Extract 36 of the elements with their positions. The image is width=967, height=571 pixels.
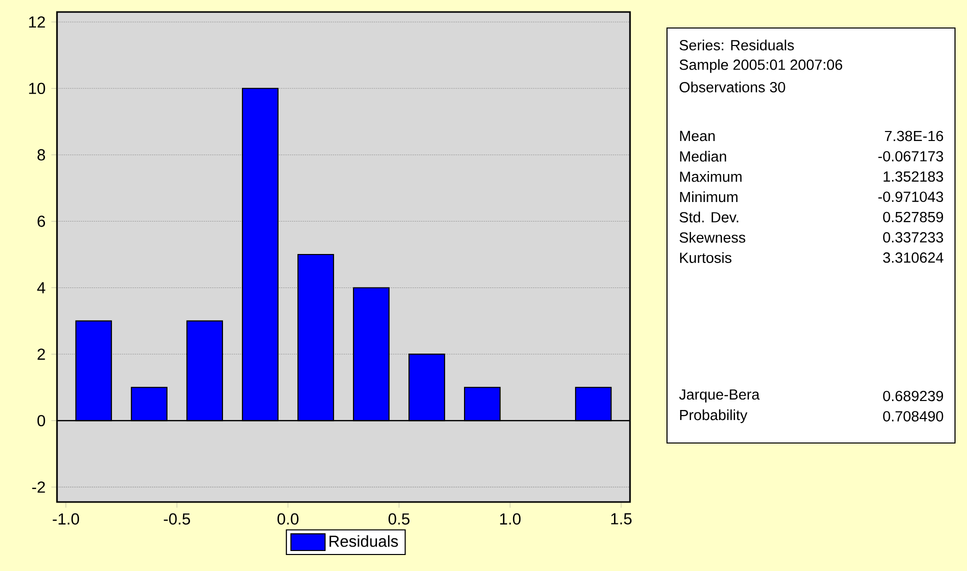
text: 0.708490: [883, 411, 944, 422]
text: Maximum: [680, 171, 742, 182]
x-tick-label: -0.5: [164, 513, 190, 525]
text: 1.352183: [884, 171, 944, 182]
text: Mean: [680, 130, 715, 142]
text: Std. Dev.: [680, 212, 738, 222]
y-tick-label: 4: [37, 282, 46, 294]
text: Minimum: [680, 191, 738, 202]
x-tick-label: 0.5: [388, 513, 410, 525]
x-tick-label: 1.5: [611, 513, 632, 524]
text: Skewness: [680, 232, 746, 243]
text: 7.38E-16: [884, 130, 944, 142]
y-tick-label: 12: [29, 16, 45, 28]
text: Median: [680, 150, 726, 162]
text: Kurtosis: [680, 252, 732, 263]
text: -0.067173: [878, 151, 944, 162]
y-tick-label: 0: [37, 414, 46, 426]
y-tick-label: -2: [32, 481, 45, 493]
y-tick-label: 6: [38, 216, 46, 227]
text: Jarque-Bera: [679, 389, 760, 403]
text: 0.689239: [883, 390, 944, 402]
text: Observations 30: [680, 82, 786, 92]
y-tick-label: 10: [29, 82, 46, 94]
x-tick-label: -1.0: [52, 513, 80, 525]
text: -0.971043: [878, 192, 944, 202]
y-tick-label: 8: [38, 149, 46, 160]
text: 0.337233: [883, 232, 944, 243]
text: 3.310624: [883, 252, 944, 263]
text: Sample 2005:01 2007:06: [680, 59, 842, 73]
x-tick-label: 0.0: [277, 513, 298, 525]
legend-label: Residuals: [330, 535, 398, 547]
text: Series: Residuals: [680, 40, 794, 50]
y-tick-label: 2: [38, 348, 45, 360]
text: 0.527859: [883, 212, 944, 222]
x-tick-label: 1.0: [500, 513, 521, 525]
text: Probability: [680, 409, 748, 424]
